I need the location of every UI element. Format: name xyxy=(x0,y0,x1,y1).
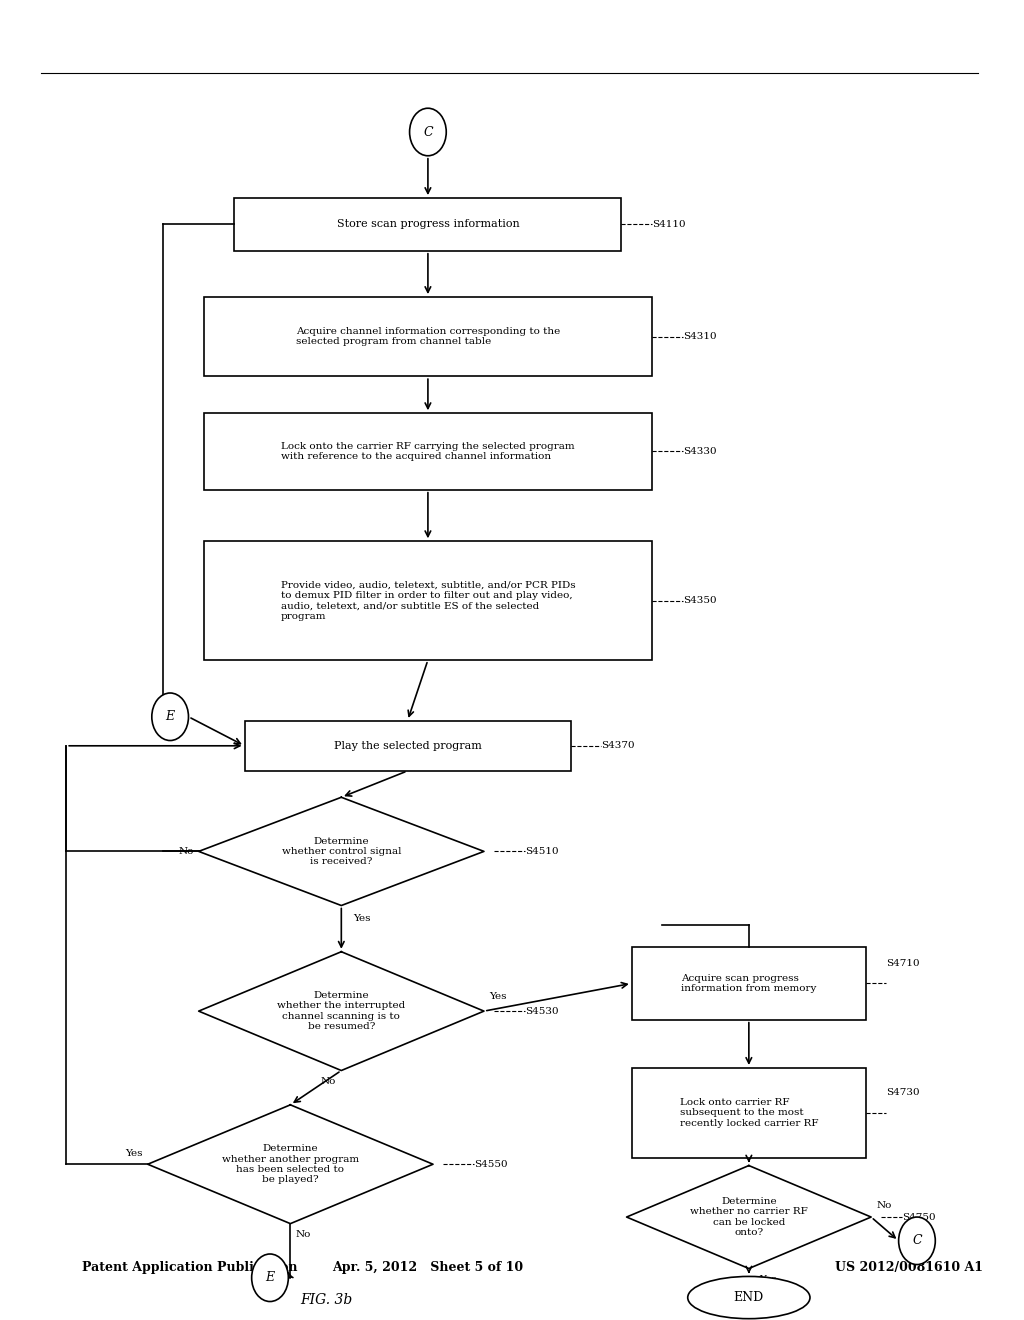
Text: S4530: S4530 xyxy=(524,1007,558,1015)
Text: S4550: S4550 xyxy=(474,1160,507,1168)
Text: Yes: Yes xyxy=(125,1150,142,1158)
FancyBboxPatch shape xyxy=(204,297,652,376)
Text: No: No xyxy=(296,1230,311,1238)
FancyBboxPatch shape xyxy=(204,541,652,660)
FancyBboxPatch shape xyxy=(632,1068,866,1158)
Text: Yes: Yes xyxy=(759,1275,776,1283)
Text: Determine
whether the interrupted
channel scanning is to
be resumed?: Determine whether the interrupted channe… xyxy=(278,991,406,1031)
Text: S4350: S4350 xyxy=(683,597,716,605)
Text: S4330: S4330 xyxy=(683,447,716,455)
Text: Acquire channel information corresponding to the
selected program from channel t: Acquire channel information correspondin… xyxy=(296,327,560,346)
Text: C: C xyxy=(423,125,433,139)
Circle shape xyxy=(899,1217,935,1265)
FancyBboxPatch shape xyxy=(204,413,652,490)
Text: S4730: S4730 xyxy=(887,1089,920,1097)
Ellipse shape xyxy=(688,1276,810,1319)
Text: US 2012/0081610 A1: US 2012/0081610 A1 xyxy=(836,1261,983,1274)
Circle shape xyxy=(252,1254,289,1302)
Text: Determine
whether another program
has been selected to
be played?: Determine whether another program has be… xyxy=(222,1144,359,1184)
Text: Yes: Yes xyxy=(489,991,507,1001)
Text: E: E xyxy=(166,710,175,723)
Text: S4110: S4110 xyxy=(652,220,686,228)
Text: END: END xyxy=(734,1291,764,1304)
Text: Provide video, audio, teletext, subtitle, and/or PCR PIDs
to demux PID filter in: Provide video, audio, teletext, subtitle… xyxy=(281,581,575,620)
Text: FIG. 3b: FIG. 3b xyxy=(300,1294,352,1307)
Text: S4310: S4310 xyxy=(683,333,716,341)
Text: No: No xyxy=(877,1201,892,1210)
FancyBboxPatch shape xyxy=(245,721,570,771)
Text: Apr. 5, 2012   Sheet 5 of 10: Apr. 5, 2012 Sheet 5 of 10 xyxy=(333,1261,523,1274)
Text: Yes: Yes xyxy=(353,915,371,923)
FancyBboxPatch shape xyxy=(632,948,866,1020)
Text: No: No xyxy=(321,1077,336,1085)
Text: Acquire scan progress
information from memory: Acquire scan progress information from m… xyxy=(681,974,816,993)
Text: Determine
whether no carrier RF
can be locked
onto?: Determine whether no carrier RF can be l… xyxy=(690,1197,808,1237)
Text: S4710: S4710 xyxy=(887,960,920,968)
Text: S4510: S4510 xyxy=(524,847,558,855)
Text: Lock onto the carrier RF carrying the selected program
with reference to the acq: Lock onto the carrier RF carrying the se… xyxy=(282,442,574,461)
Text: Patent Application Publication: Patent Application Publication xyxy=(82,1261,297,1274)
Circle shape xyxy=(152,693,188,741)
Text: E: E xyxy=(265,1271,274,1284)
Text: S4750: S4750 xyxy=(902,1213,935,1221)
Text: C: C xyxy=(912,1234,922,1247)
Text: No: No xyxy=(178,847,194,855)
FancyBboxPatch shape xyxy=(234,198,622,251)
Text: Play the selected program: Play the selected program xyxy=(334,741,481,751)
Circle shape xyxy=(410,108,446,156)
Text: Determine
whether control signal
is received?: Determine whether control signal is rece… xyxy=(282,837,401,866)
Text: Lock onto carrier RF
subsequent to the most
recently locked carrier RF: Lock onto carrier RF subsequent to the m… xyxy=(680,1098,818,1127)
Text: Store scan progress information: Store scan progress information xyxy=(337,219,519,230)
Text: S4370: S4370 xyxy=(601,742,635,750)
